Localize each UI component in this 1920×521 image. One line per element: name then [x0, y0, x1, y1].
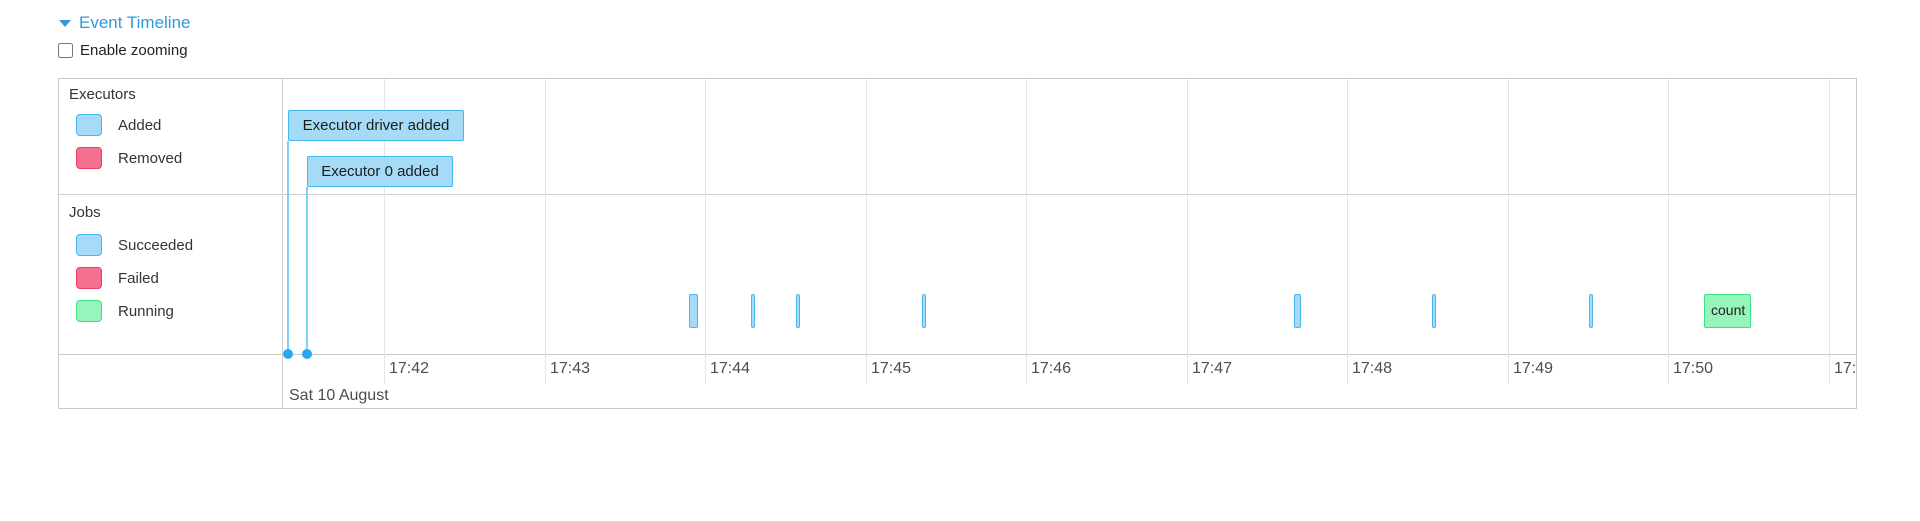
event-timeline-toggle[interactable]: Event Timeline	[59, 13, 191, 33]
axis-gridline	[1347, 79, 1348, 384]
executors-legend-list: Added Removed	[59, 79, 282, 408]
legend-group-jobs: Jobs	[69, 204, 101, 221]
axis-tick-label: 17:49	[1513, 360, 1554, 377]
axis-tick-label: 17:51	[1834, 360, 1857, 377]
legend-item-added: Added	[76, 114, 161, 136]
jobs-legend-list: Succeeded Failed Running	[59, 79, 282, 408]
enable-zooming-checkbox[interactable]	[58, 43, 73, 58]
succeeded-swatch	[76, 234, 102, 256]
axis-gridline	[545, 79, 546, 384]
legend-item-failed: Failed	[76, 267, 159, 289]
time-axis-line	[59, 354, 1856, 355]
axis-tick-label: 17:50	[1673, 360, 1714, 377]
axis-gridline	[384, 79, 385, 384]
axis-gridline	[705, 79, 706, 384]
job-item[interactable]	[796, 294, 800, 328]
legend-label: Failed	[118, 269, 159, 287]
axis-tick-label: 17:46	[1031, 360, 1072, 377]
job-item[interactable]	[689, 294, 698, 328]
executor-event-item[interactable]: Executor driver added	[288, 110, 464, 141]
axis-tick-label: 17:44	[710, 360, 751, 377]
axis-tick-label: 17:45	[871, 360, 912, 377]
legend-label: Succeeded	[118, 236, 194, 254]
job-item-running[interactable]: count	[1704, 294, 1751, 328]
executor-event-line	[287, 141, 289, 354]
legend-label: Added	[118, 116, 162, 134]
job-item[interactable]	[1432, 294, 1436, 328]
group-separator-line	[59, 194, 1856, 195]
legend-item-removed: Removed	[76, 147, 182, 169]
axis-gridline	[1668, 79, 1669, 384]
timeline-panel: Executors Added Removed Jobs Succeeded Fai…	[58, 78, 1857, 409]
added-swatch	[76, 114, 102, 136]
job-item[interactable]	[1589, 294, 1593, 328]
axis-gridline	[866, 79, 867, 384]
chevron-down-icon	[59, 19, 71, 27]
chart-area: 17:42 17:43 17:44 17:45 17:46 17:47 17:48 17:49…	[283, 79, 1856, 408]
job-item[interactable]	[922, 294, 926, 328]
executor-event-dot	[283, 349, 293, 359]
enable-zooming-label: Enable zooming	[80, 42, 188, 59]
axis-tick-label: 17:43	[550, 360, 591, 377]
axis-gridline	[1187, 79, 1188, 384]
axis-tick-label: 17:47	[1192, 360, 1233, 377]
running-swatch	[76, 300, 102, 322]
legend-group-executors: Executors	[69, 86, 136, 103]
job-item[interactable]	[751, 294, 755, 328]
legend-label: Running	[118, 302, 174, 320]
axis-gridline	[1026, 79, 1027, 384]
legend-item-running: Running	[76, 300, 174, 322]
axis-gridline	[1508, 79, 1509, 384]
section-title: Event Timeline	[79, 13, 191, 32]
enable-zooming-control[interactable]: Enable zooming	[58, 42, 188, 59]
timeline-legend-column: Executors Added Removed Jobs Succeeded Fai…	[59, 79, 283, 408]
legend-item-succeeded: Succeeded	[76, 234, 193, 256]
removed-swatch	[76, 147, 102, 169]
job-item[interactable]	[1294, 294, 1301, 328]
executor-event-dot	[302, 349, 312, 359]
axis-tick-label: 17:48	[1352, 360, 1393, 377]
executor-event-line	[306, 187, 308, 354]
executor-event-item[interactable]: Executor 0 added	[307, 156, 453, 187]
axis-gridline	[1829, 79, 1830, 384]
failed-swatch	[76, 267, 102, 289]
legend-label: Removed	[118, 149, 183, 167]
axis-tick-label: 17:42	[389, 360, 430, 377]
axis-date-label: Sat 10 August	[289, 387, 389, 404]
